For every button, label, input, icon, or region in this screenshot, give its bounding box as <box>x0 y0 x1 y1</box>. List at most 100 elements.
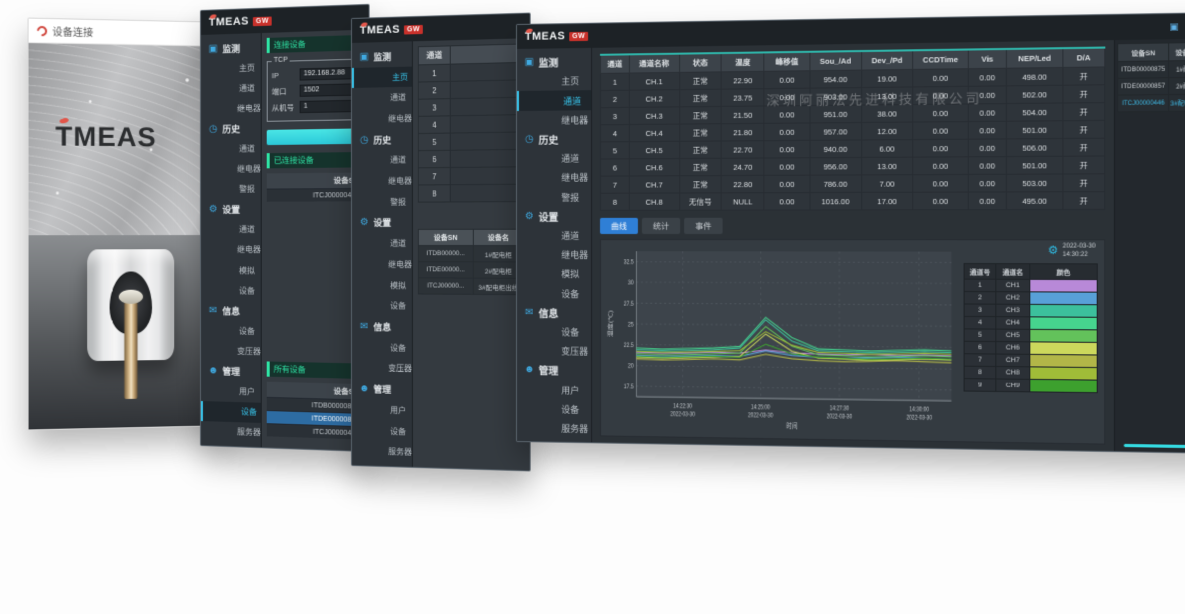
sidebar-item[interactable]: 设备 <box>200 400 261 423</box>
sidebar-item[interactable]: 继电器 <box>517 245 591 264</box>
tab[interactable]: 曲线 <box>600 217 638 235</box>
sidebar-item[interactable]: 用户 <box>517 379 591 399</box>
scrollbar[interactable] <box>1123 443 1185 449</box>
sidebar-item[interactable]: ☻ 管理 <box>201 361 261 383</box>
sidebar-item[interactable]: ▣ 监测 <box>517 52 591 72</box>
list-item[interactable]: ITCJ00000446 <box>266 423 364 440</box>
sidebar-item[interactable]: 设备 <box>201 320 261 341</box>
sidebar-item[interactable]: 继电器 <box>201 98 261 119</box>
channel-row[interactable]: 7 <box>418 166 525 185</box>
sidebar-item[interactable]: 通道 <box>201 78 261 100</box>
sidebar-item[interactable]: 设备 <box>517 283 591 303</box>
sidebar-item[interactable]: 通道 <box>352 150 412 171</box>
channel-row[interactable]: 4 <box>418 114 525 134</box>
sidebar-item[interactable]: 设备 <box>352 337 412 359</box>
legend-row[interactable]: 4 CH4 <box>964 316 1098 330</box>
sidebar-item[interactable]: 设备 <box>352 420 412 442</box>
sidebar-item[interactable]: ⚙ 设置 <box>352 212 412 233</box>
device-row[interactable]: ITDE00000857 2#配电柜 离线 <box>1117 77 1185 96</box>
sidebar-item[interactable]: 通道 <box>352 87 412 109</box>
sidebar-item[interactable]: 继电器 <box>201 240 261 260</box>
tab[interactable]: 事件 <box>684 217 723 235</box>
sidebar-item[interactable]: 通道 <box>517 149 591 169</box>
sidebar-item[interactable]: 服务器 <box>201 421 261 443</box>
sidebar-item[interactable]: 模拟 <box>517 264 591 284</box>
channel-row[interactable]: 8 <box>418 184 525 203</box>
sidebar-item[interactable]: 主页 <box>351 66 412 89</box>
table-row[interactable]: 7 CH.7 正常 22.80 0.00 786.00 7.00 0.00 0.00 50… <box>600 173 1105 194</box>
sidebar-item[interactable]: ◷ 历史 <box>517 129 591 149</box>
legend-row[interactable]: 3 CH3 <box>964 303 1098 318</box>
line-chart[interactable]: 32.53027.52522.52017.514:22:302022-03-30… <box>605 244 957 437</box>
sidebar-item[interactable]: 设备 <box>517 322 591 342</box>
channel-row[interactable]: 3 <box>418 97 525 117</box>
table-row[interactable]: 8 CH.8 无信号 NULL 0.00 1016.00 17.00 0.00 0.00… <box>600 191 1105 211</box>
sidebar-item[interactable]: 变压器 <box>201 340 261 361</box>
sidebar-item[interactable]: ✉ 信息 <box>201 300 261 321</box>
legend-row[interactable]: 1 CH1 <box>964 279 1098 293</box>
sidebar-item[interactable]: 警报 <box>352 192 412 213</box>
sidebar-item[interactable]: 通道 <box>352 233 412 254</box>
sidebar-item[interactable]: 主页 <box>201 57 261 79</box>
sidebar-item[interactable]: 用户 <box>352 399 412 421</box>
sidebar-item[interactable]: 模拟 <box>201 260 261 281</box>
sidebar-item[interactable]: 警报 <box>517 187 591 206</box>
list-item[interactable]: ITCJ00000446 <box>266 187 364 202</box>
sidebar-item[interactable]: 通道 <box>516 90 592 111</box>
col-header: 峰移值 <box>764 51 810 72</box>
channel-row[interactable]: 1 <box>418 62 525 83</box>
sidebar-item[interactable]: 继电器 <box>517 110 591 130</box>
sidebar-item[interactable]: 继电器 <box>201 159 261 180</box>
sidebar-item[interactable]: 变压器 <box>352 358 412 380</box>
channel-row[interactable]: 5 <box>418 131 525 151</box>
sidebar-item[interactable]: 主页 <box>517 71 591 91</box>
channel-row[interactable]: 6 <box>418 149 525 168</box>
tcp-field-input[interactable]: 1 <box>299 99 359 114</box>
sidebar-item[interactable]: ☻ 管理 <box>352 378 412 400</box>
sidebar-item[interactable]: 设备 <box>201 280 261 301</box>
connect-button[interactable] <box>266 128 364 146</box>
channel-row[interactable]: 2 <box>418 79 525 100</box>
sidebar-item[interactable]: 变压器 <box>517 341 591 361</box>
sidebar-item[interactable]: 警报 <box>201 179 261 200</box>
tab[interactable]: 统计 <box>641 217 681 235</box>
sidebar-item[interactable]: ✉ 信息 <box>517 303 591 323</box>
device-row[interactable]: ITCJ00000446 3#配电柜出线 在线 <box>1117 94 1185 112</box>
sidebar-item[interactable]: 继电器 <box>352 108 412 130</box>
sidebar-item[interactable]: ▣ 监测 <box>352 45 412 67</box>
device-row[interactable]: ITDB00000875 1#配电柜 离线 <box>1117 60 1185 79</box>
device-row[interactable]: ITDB00000... 1#配电柜 <box>418 245 525 262</box>
sidebar-item[interactable]: 模拟 <box>352 275 412 296</box>
tcp-field-input[interactable]: 1502 <box>299 83 359 97</box>
sidebar-item[interactable]: 服务器 <box>517 418 591 438</box>
sidebar-item[interactable]: 通道 <box>201 139 261 160</box>
sidebar-item[interactable]: 继电器 <box>352 254 412 275</box>
legend-row[interactable]: 2 CH2 <box>964 291 1098 305</box>
gw-window-devices: TMEAS GW ▣ 监测 主页 通道 继电器 ◷ 历史 通道 继电器 警报 ⚙ 设置 通道 继电器 模拟设… <box>200 3 370 453</box>
sidebar-item[interactable]: ✉ 信息 <box>352 316 412 337</box>
tcp-field-input[interactable]: 192.168.2.88 <box>299 66 359 81</box>
sidebar-item[interactable]: ▣ 监测 <box>201 37 261 59</box>
sidebar-item[interactable]: ◷ 历史 <box>352 129 412 151</box>
device-row[interactable]: ITCJ00000... 3#配电柜出线 <box>418 277 525 295</box>
device-row[interactable]: ITDE00000... 2#配电柜 <box>418 261 525 279</box>
sidebar-item[interactable]: 通道 <box>201 220 261 240</box>
sidebar-item[interactable]: 设备 <box>352 295 412 316</box>
sidebar-item[interactable]: 通道 <box>517 226 591 245</box>
sidebar-item[interactable]: 用户 <box>201 381 261 403</box>
sidebar-item[interactable]: ⚙ 设置 <box>517 206 591 225</box>
sidebar-item[interactable]: ⚙ 设置 <box>201 199 261 219</box>
legend-row[interactable]: 9 CH9 <box>964 378 1098 393</box>
sidebar-item[interactable]: 继电器 <box>352 171 412 192</box>
sidebar-item[interactable]: 设备 <box>517 399 591 419</box>
table-row[interactable]: 6 CH.6 正常 24.70 0.00 956.00 13.00 0.00 0.00 5… <box>600 155 1105 177</box>
sidebar-item[interactable]: 服务器 <box>352 440 412 462</box>
tcp-fieldset: TCP IP 192.168.2.88 端口 1502 从机号 1 <box>266 56 364 122</box>
sidebar-item[interactable]: 继电器 <box>517 168 591 188</box>
legend-row[interactable]: 5 CH5 <box>964 328 1098 343</box>
svg-text:17.5: 17.5 <box>624 384 634 391</box>
sidebar-item[interactable]: ◷ 历史 <box>201 118 261 139</box>
gear-icon[interactable]: ⚙ <box>1047 244 1059 257</box>
window-control-icon[interactable]: ▣ <box>1169 20 1179 32</box>
sidebar-item[interactable]: ☻ 管理 <box>517 360 591 380</box>
